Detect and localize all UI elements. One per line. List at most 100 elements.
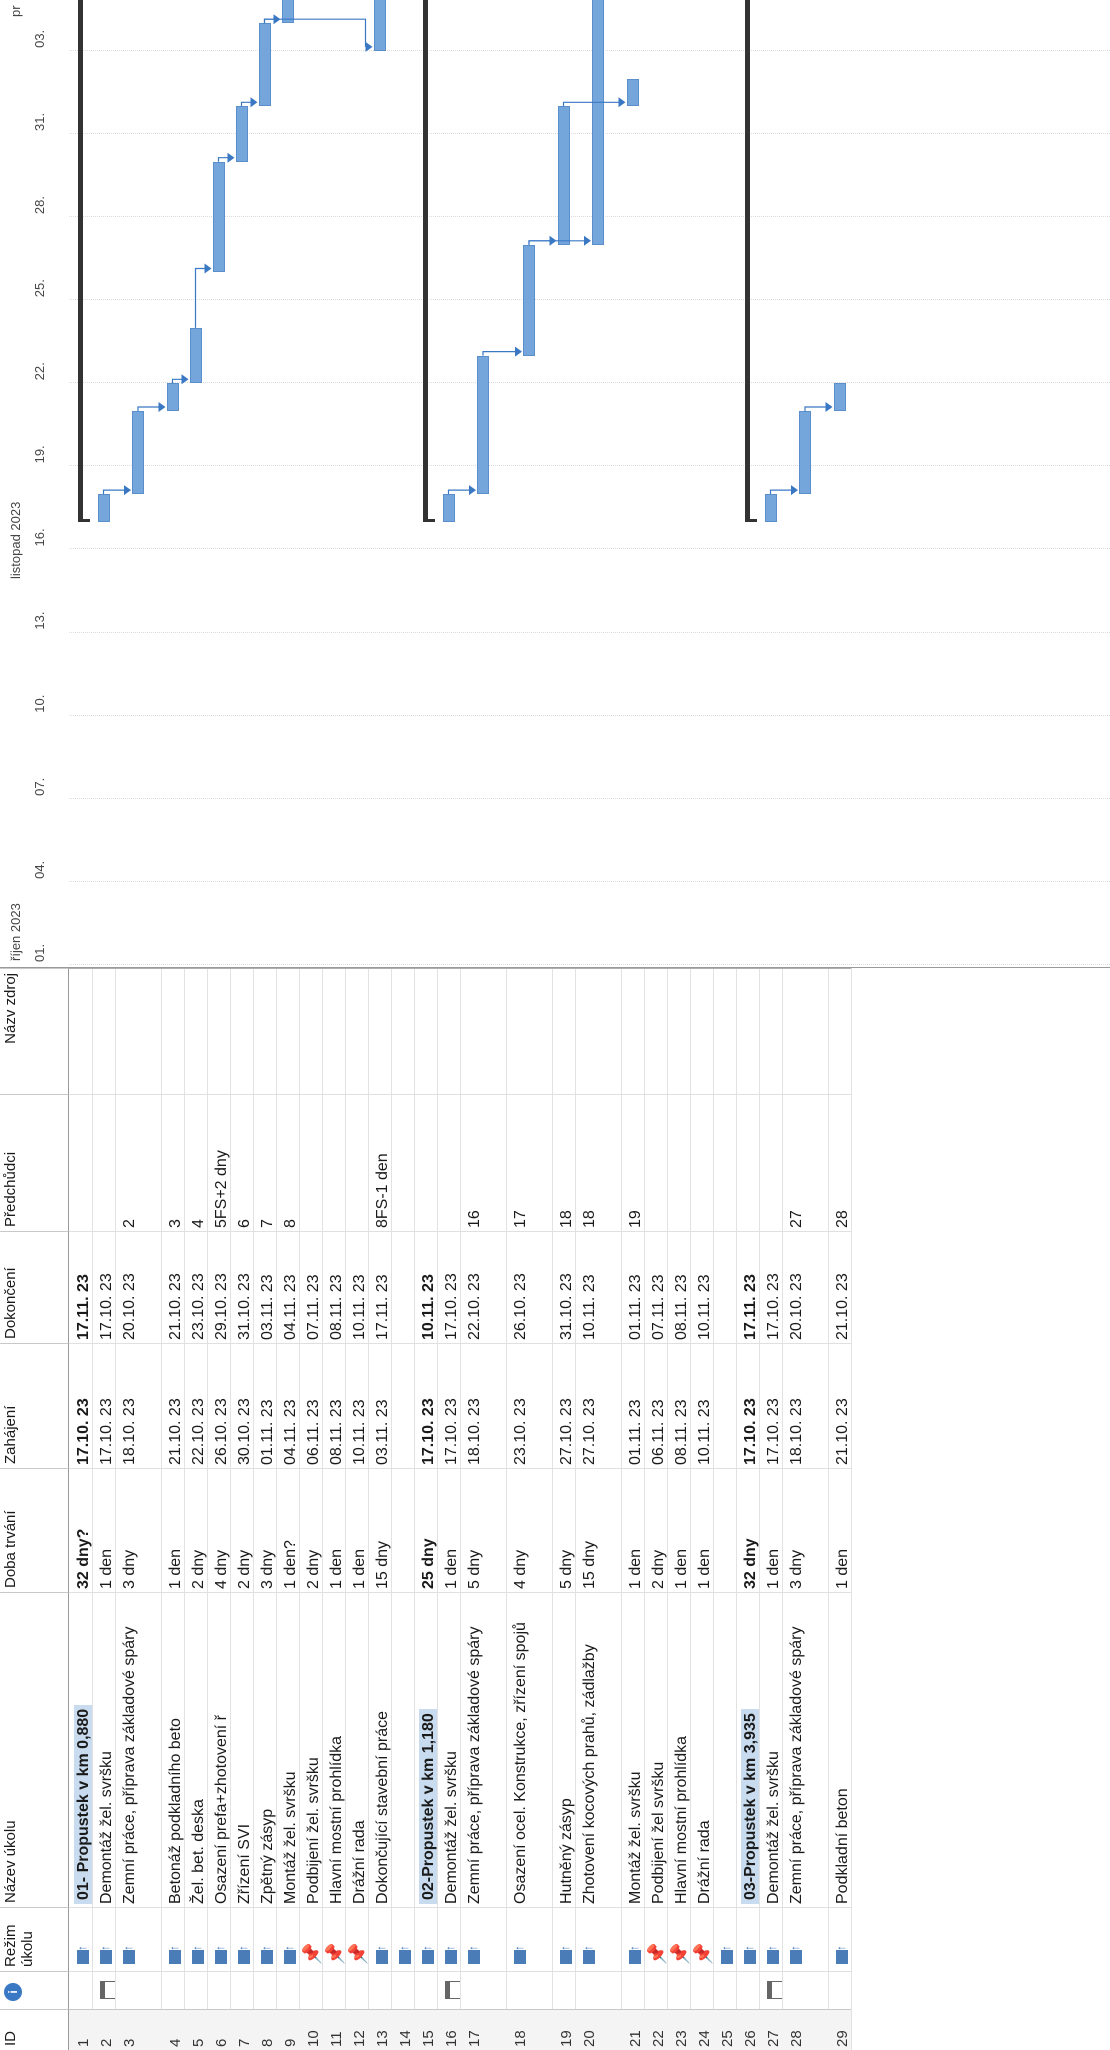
task-resources[interactable] bbox=[828, 968, 851, 1094]
task-predecessors[interactable]: 18 bbox=[552, 1094, 575, 1231]
task-duration[interactable]: 32 dny bbox=[736, 1468, 759, 1592]
col-header-finish[interactable]: Dokončení bbox=[0, 1231, 69, 1343]
task-duration[interactable]: 2 dny bbox=[299, 1468, 322, 1592]
task-name[interactable]: Betonáž podkladního beto bbox=[161, 1592, 184, 1907]
task-duration[interactable] bbox=[391, 1468, 414, 1592]
task-mode[interactable] bbox=[253, 1907, 276, 1971]
task-resources[interactable] bbox=[782, 968, 828, 1094]
task-name[interactable]: Podbijení žel svršku bbox=[644, 1592, 667, 1907]
task-name[interactable]: Hlavní mostní prohlídka bbox=[322, 1592, 345, 1907]
task-predecessors[interactable] bbox=[299, 1094, 322, 1231]
task-resources[interactable] bbox=[736, 968, 759, 1094]
task-resources[interactable] bbox=[207, 968, 230, 1094]
task-row[interactable]: 28 Zemní práce, příprava základové spáry3… bbox=[782, 968, 829, 2050]
task-mode[interactable]: 📌 bbox=[667, 1907, 690, 1971]
task-row[interactable]: 25 bbox=[713, 968, 737, 2050]
task-mode[interactable] bbox=[782, 1907, 828, 1971]
task-name[interactable]: Podkladní beton bbox=[828, 1592, 851, 1907]
task-resources[interactable] bbox=[322, 968, 345, 1094]
task-predecessors[interactable]: 6 bbox=[230, 1094, 253, 1231]
task-row[interactable]: 24 📌 Drážní rada 1 den 10.11. 23 10.11. 23 bbox=[690, 968, 714, 2050]
task-start[interactable]: 01.11. 23 bbox=[621, 1343, 644, 1468]
task-predecessors[interactable]: 27 bbox=[782, 1094, 828, 1231]
task-duration[interactable]: 1 den bbox=[690, 1468, 713, 1592]
task-predecessors[interactable]: 16 bbox=[460, 1094, 506, 1231]
task-mode[interactable] bbox=[828, 1907, 851, 1971]
task-mode[interactable] bbox=[713, 1907, 736, 1971]
task-name[interactable]: Zřízení SVI bbox=[230, 1592, 253, 1907]
task-finish[interactable]: 10.11. 23 bbox=[575, 1231, 621, 1343]
task-resources[interactable] bbox=[506, 968, 552, 1094]
task-finish[interactable]: 17.10. 23 bbox=[759, 1231, 782, 1343]
task-duration[interactable]: 1 den bbox=[92, 1468, 115, 1592]
task-name[interactable]: Demontáž žel. svršku bbox=[92, 1592, 115, 1907]
task-mode[interactable]: 📌 bbox=[644, 1907, 667, 1971]
task-predecessors[interactable] bbox=[69, 1094, 92, 1231]
task-name[interactable]: Zemní práce, příprava základové spáry bbox=[460, 1592, 506, 1907]
task-finish[interactable]: 01.11. 23 bbox=[621, 1231, 644, 1343]
task-duration[interactable]: 32 dny? bbox=[69, 1468, 92, 1592]
task-start[interactable]: 21.10. 23 bbox=[161, 1343, 184, 1468]
task-predecessors[interactable] bbox=[690, 1094, 713, 1231]
task-predecessors[interactable]: 8FS-1 den bbox=[368, 1094, 391, 1231]
task-finish[interactable]: 10.11. 23 bbox=[690, 1231, 713, 1343]
task-mode[interactable]: 📌 bbox=[299, 1907, 322, 1971]
task-predecessors[interactable] bbox=[713, 1094, 736, 1231]
task-resources[interactable] bbox=[299, 968, 322, 1094]
task-mode[interactable] bbox=[69, 1907, 92, 1971]
task-finish[interactable]: 26.10. 23 bbox=[506, 1231, 552, 1343]
task-resources[interactable] bbox=[667, 968, 690, 1094]
task-name[interactable]: Osazení prefa+zhotovení ř bbox=[207, 1592, 230, 1907]
task-start[interactable]: 01.11. 23 bbox=[253, 1343, 276, 1468]
task-duration[interactable]: 5 dny bbox=[552, 1468, 575, 1592]
task-predecessors[interactable]: 5FS+2 dny bbox=[207, 1094, 230, 1231]
task-finish[interactable]: 10.11. 23 bbox=[414, 1231, 437, 1343]
task-name[interactable] bbox=[713, 1592, 736, 1907]
task-mode[interactable] bbox=[230, 1907, 253, 1971]
task-name[interactable]: Demontáž žel. svršku bbox=[759, 1592, 782, 1907]
task-duration[interactable]: 1 den bbox=[828, 1468, 851, 1592]
task-mode[interactable]: 📌 bbox=[690, 1907, 713, 1971]
task-predecessors[interactable] bbox=[92, 1094, 115, 1231]
task-predecessors[interactable]: 8 bbox=[276, 1094, 299, 1231]
task-duration[interactable]: 1 den bbox=[621, 1468, 644, 1592]
task-start[interactable]: 21.10. 23 bbox=[828, 1343, 851, 1468]
col-header-info[interactable]: i bbox=[0, 1971, 69, 2009]
task-mode[interactable]: 📌 bbox=[345, 1907, 368, 1971]
task-predecessors[interactable] bbox=[644, 1094, 667, 1231]
task-resources[interactable] bbox=[184, 968, 207, 1094]
task-mode[interactable] bbox=[207, 1907, 230, 1971]
task-finish[interactable]: 29.10. 23 bbox=[207, 1231, 230, 1343]
task-row[interactable]: 22 📌 Podbijení žel svršku 2 dny 06.11. 23 07.… bbox=[644, 968, 668, 2050]
task-mode[interactable] bbox=[736, 1907, 759, 1971]
task-name[interactable]: 03-Propustek v km 3,935 bbox=[736, 1592, 759, 1907]
task-predecessors[interactable] bbox=[322, 1094, 345, 1231]
task-row[interactable]: 18 Osazení ocel. Konstrukce, zřízení spoj… bbox=[506, 968, 553, 2050]
task-start[interactable]: 10.11. 23 bbox=[345, 1343, 368, 1468]
task-start[interactable]: 17.10. 23 bbox=[759, 1343, 782, 1468]
task-finish[interactable]: 07.11. 23 bbox=[299, 1231, 322, 1343]
task-mode[interactable] bbox=[414, 1907, 437, 1971]
task-predecessors[interactable] bbox=[391, 1094, 414, 1231]
task-start[interactable]: 27.10. 23 bbox=[575, 1343, 621, 1468]
task-predecessors[interactable] bbox=[437, 1094, 460, 1231]
task-duration[interactable]: 3 dny bbox=[253, 1468, 276, 1592]
task-name[interactable]: Montáž žel. svršku bbox=[621, 1592, 644, 1907]
task-row[interactable]: 3 Zemní práce, příprava základové spáry3 … bbox=[115, 968, 162, 2050]
col-header-duration[interactable]: Doba trvání bbox=[0, 1468, 69, 1592]
task-duration[interactable]: 1 den bbox=[437, 1468, 460, 1592]
task-finish[interactable]: 20.10. 23 bbox=[782, 1231, 828, 1343]
task-duration[interactable]: 5 dny bbox=[460, 1468, 506, 1592]
task-start[interactable]: 18.10. 23 bbox=[460, 1343, 506, 1468]
task-row[interactable]: 12 📌 Drážní rada 1 den 10.11. 23 10.11. 23 bbox=[345, 968, 369, 2050]
task-finish[interactable]: 17.11. 23 bbox=[368, 1231, 391, 1343]
task-start[interactable]: 27.10. 23 bbox=[552, 1343, 575, 1468]
task-finish[interactable]: 17.10. 23 bbox=[92, 1231, 115, 1343]
task-resources[interactable] bbox=[253, 968, 276, 1094]
